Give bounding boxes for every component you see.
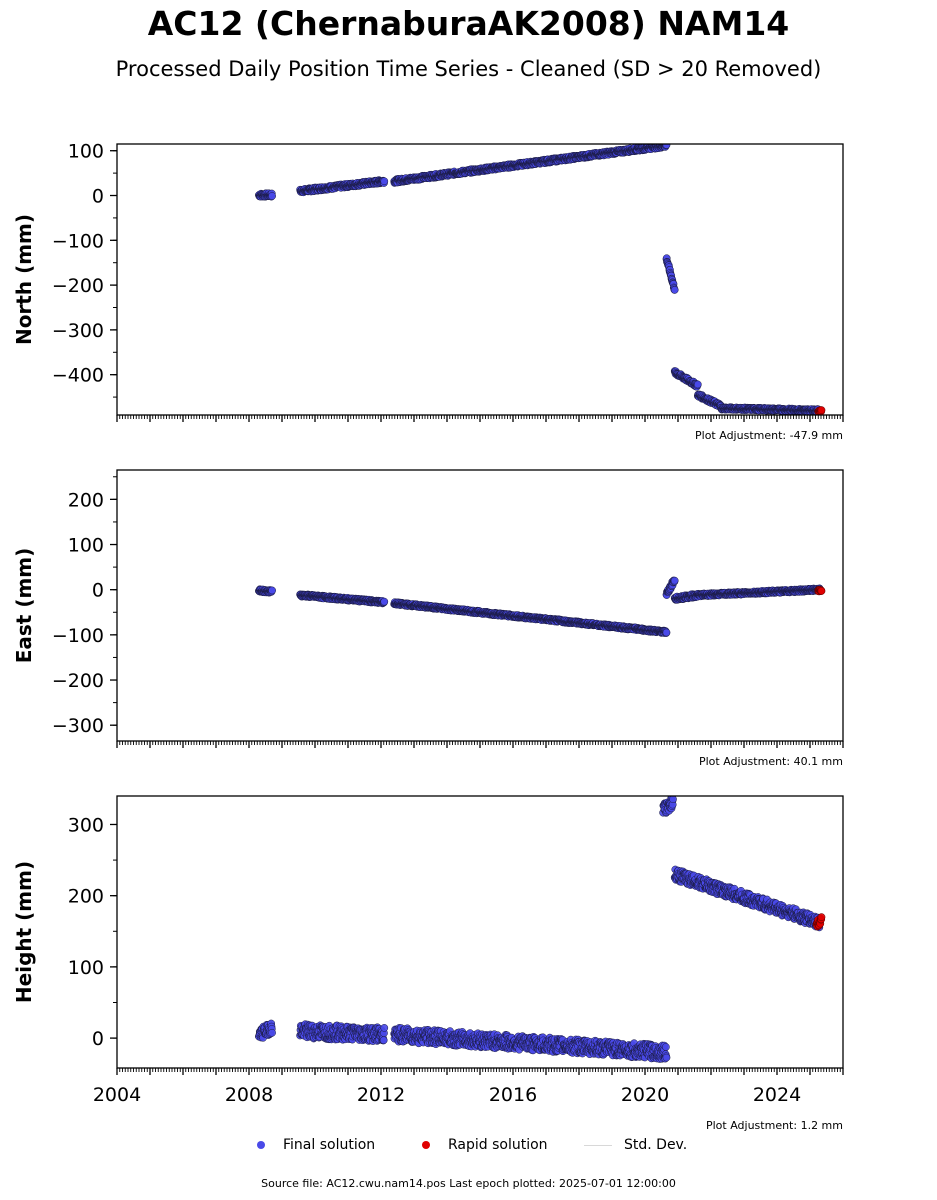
height-data	[255, 796, 826, 1063]
east-panel: 200 100 0 −100 −200 −300 East (mm)	[12, 469, 844, 748]
rapid-solution-point	[817, 406, 826, 414]
east-ytick-label: 0	[92, 580, 104, 602]
north-panel: 100 0 −100 −200 −300 −400 North (mm)	[12, 141, 844, 422]
height-ytick-label: 100	[68, 957, 104, 979]
final-solution-point	[379, 1036, 388, 1045]
chart-title: AC12 (ChernaburaAK2008) NAM14	[147, 4, 790, 43]
x-tick-label: 2012	[357, 1084, 405, 1106]
north-ytick-label: −100	[52, 230, 104, 252]
east-data	[255, 576, 826, 637]
north-data	[255, 144, 826, 415]
height-panel: 300 200 100 0 2004 2008 2012 2016 2020 2024 Height…	[12, 795, 844, 1106]
height-ytick-label: 300	[68, 814, 104, 836]
east-axis-label: East (mm)	[12, 548, 36, 664]
east-ytick-label: −200	[52, 670, 104, 692]
final-solution-point	[380, 1024, 389, 1032]
final-solution-point	[380, 177, 389, 186]
rapid-solution-point	[817, 587, 826, 595]
final-solution-point	[662, 144, 671, 149]
chart-subtitle: Processed Daily Position Time Series - C…	[115, 57, 822, 81]
north-ytick-label: −400	[52, 365, 104, 387]
north-ytick-label: 100	[68, 141, 104, 163]
height-ytick-label: 0	[92, 1028, 104, 1050]
north-ytick-label: −300	[52, 320, 104, 342]
final-solution-point	[670, 576, 679, 585]
east-ytick-label: 200	[68, 489, 104, 511]
north-axes-frame	[116, 143, 844, 416]
final-solution-point	[662, 628, 671, 637]
north-ytick-label: −200	[52, 275, 104, 297]
final-solution-point	[268, 192, 276, 200]
east-ytick-label: −100	[52, 625, 104, 647]
final-solution-point	[268, 1028, 276, 1037]
x-tick-label: 2016	[489, 1084, 537, 1106]
east-ytick-label: −300	[52, 715, 104, 737]
final-solution-point	[268, 586, 276, 595]
north-axis-label: North (mm)	[12, 214, 36, 345]
height-axis-label: Height (mm)	[12, 861, 36, 1003]
final-solution-point	[380, 597, 389, 606]
x-tick-label: 2020	[621, 1084, 669, 1106]
x-tick-label: 2024	[753, 1084, 801, 1106]
height-ytick-label: 200	[68, 886, 104, 908]
final-solution-point	[693, 380, 702, 389]
east-axes-frame	[116, 469, 844, 742]
north-ytick-label: 0	[92, 186, 104, 208]
x-tick-label: 2008	[225, 1084, 273, 1106]
east-ytick-label: 100	[68, 535, 104, 557]
x-tick-label: 2004	[93, 1084, 141, 1106]
final-solution-point	[670, 286, 679, 294]
